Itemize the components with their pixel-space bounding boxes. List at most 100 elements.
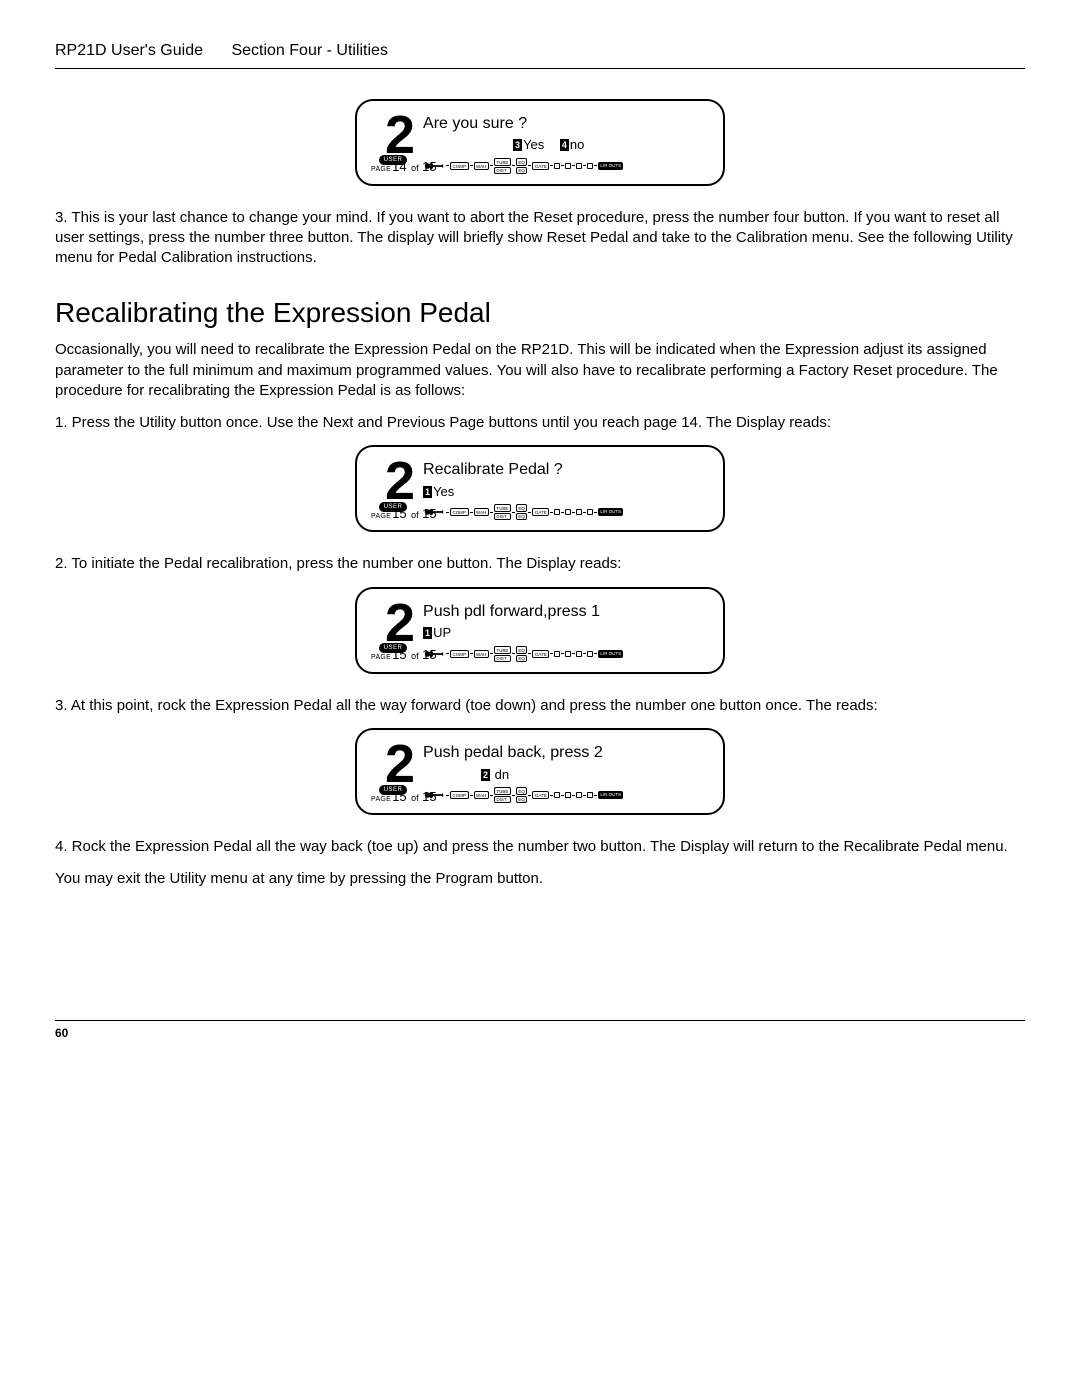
- chain-box: EQ: [516, 796, 528, 803]
- page-label: PAGE: [371, 796, 391, 803]
- signal-chain: COMP WAH TUBEDIST EQEQ GATE L/R OUTS: [423, 504, 709, 520]
- preset-digit: 2: [385, 457, 413, 506]
- chain-box: DIST: [494, 167, 511, 174]
- chain-box: COMP: [450, 162, 469, 170]
- lcd-display-recalibrate: 2 USER Recalibrate Pedal ? 1Yes COMP WAH…: [355, 445, 725, 532]
- chain-box: EQ: [516, 504, 528, 512]
- step-4-text: 4. Rock the Expression Pedal all the way…: [55, 837, 1025, 857]
- step-3-text: 3. This is your last chance to change yo…: [55, 208, 1025, 269]
- chain-box: GATE: [532, 508, 549, 516]
- chain-sq: [565, 163, 571, 169]
- signal-chain: COMP WAH TUBEDIST EQEQ GATE L/R OUTS: [423, 787, 709, 803]
- chain-sq: [587, 792, 593, 798]
- section-name: Section Four - Utilities: [231, 40, 388, 62]
- page-total: 15: [422, 159, 436, 174]
- chain-sq: [554, 792, 560, 798]
- option-label: UP: [433, 625, 451, 640]
- chain-box: WAH: [474, 508, 489, 516]
- chain-box: GATE: [532, 650, 549, 658]
- chain-sq: [576, 792, 582, 798]
- option-label: no: [570, 137, 584, 152]
- chain-box: GATE: [532, 791, 549, 799]
- chain-sq: [587, 509, 593, 515]
- chain-box: EQ: [516, 655, 528, 662]
- display-options: 1Yes: [423, 483, 709, 501]
- display-options: 1UP: [423, 624, 709, 642]
- page-total: 15: [422, 506, 436, 521]
- lcd-display-push-back: 2 USER Push pedal back, press 2 2 dn COM…: [355, 728, 725, 815]
- option-label: Yes: [523, 137, 544, 152]
- chain-box: GATE: [532, 162, 549, 170]
- step-3b-text: 3. At this point, rock the Expression Pe…: [55, 696, 1025, 716]
- page-label: PAGE: [371, 166, 391, 173]
- page-label: PAGE: [371, 513, 391, 520]
- chain-box: EQ: [516, 646, 528, 654]
- page-current: 15: [392, 647, 406, 662]
- chain-box: TUBE: [494, 646, 511, 654]
- lcd-display-confirm: 2 USER Are you sure ? 3Yes 4no COMP WAH …: [355, 99, 725, 186]
- page-total: 15: [422, 647, 436, 662]
- chain-box: COMP: [450, 650, 469, 658]
- lcd-display-push-forward: 2 USER Push pdl forward,press 1 1UP COMP…: [355, 587, 725, 674]
- signal-chain: COMP WAH TUBEDIST EQEQ GATE L/R OUTS: [423, 646, 709, 662]
- display-title: Are you sure ?: [423, 113, 709, 135]
- chain-box: EQ: [516, 787, 528, 795]
- display-title: Push pdl forward,press 1: [423, 601, 709, 623]
- chain-sq: [587, 651, 593, 657]
- page-current: 14: [392, 159, 406, 174]
- page-indicator: PAGE15 of 15: [371, 505, 437, 523]
- display-options: 3Yes 4no: [423, 136, 709, 154]
- chain-sq: [554, 163, 560, 169]
- chain-box: WAH: [474, 650, 489, 658]
- page-of: of: [411, 163, 419, 173]
- chain-box: WAH: [474, 791, 489, 799]
- page-footer: 60: [55, 1020, 1025, 1041]
- chain-out: L/R OUTS: [598, 162, 623, 170]
- chain-sq: [576, 509, 582, 515]
- page-of: of: [411, 793, 419, 803]
- chain-box: EQ: [516, 167, 528, 174]
- chain-box: DIST: [494, 655, 511, 662]
- display-title: Push pedal back, press 2: [423, 742, 709, 764]
- preset-digit: 2: [385, 111, 413, 160]
- chain-box: DIST: [494, 796, 511, 803]
- chain-box: WAH: [474, 162, 489, 170]
- chain-sq: [554, 651, 560, 657]
- chain-sq: [576, 651, 582, 657]
- page-of: of: [411, 510, 419, 520]
- chain-box: EQ: [516, 158, 528, 166]
- signal-chain: COMP WAH TUBEDIST EQEQ GATE L/R OUTS: [423, 158, 709, 174]
- option-number: 1: [423, 486, 432, 498]
- preset-digit: 2: [385, 740, 413, 789]
- chain-out: L/R OUTS: [598, 508, 623, 516]
- preset-digit: 2: [385, 599, 413, 648]
- step-1-text: 1. Press the Utility button once. Use th…: [55, 413, 1025, 433]
- page-of: of: [411, 651, 419, 661]
- page-label: PAGE: [371, 654, 391, 661]
- chain-box: DIST: [494, 513, 511, 520]
- option-number: 4: [560, 139, 569, 151]
- chain-sq: [565, 509, 571, 515]
- chain-box: TUBE: [494, 158, 511, 166]
- option-number: 1: [423, 627, 432, 639]
- option-label: Yes: [433, 484, 454, 499]
- option-number: 2: [481, 769, 490, 781]
- chain-box: TUBE: [494, 787, 511, 795]
- display-title: Recalibrate Pedal ?: [423, 459, 709, 481]
- chain-box: EQ: [516, 513, 528, 520]
- chain-sq: [565, 651, 571, 657]
- page-indicator: PAGE15 of 15: [371, 788, 437, 806]
- chain-out: L/R OUTS: [598, 650, 623, 658]
- chain-sq: [565, 792, 571, 798]
- chain-sq: [576, 163, 582, 169]
- chain-box: TUBE: [494, 504, 511, 512]
- exit-text: You may exit the Utility menu at any tim…: [55, 869, 1025, 889]
- intro-text: Occasionally, you will need to recalibra…: [55, 340, 1025, 401]
- step-2-text: 2. To initiate the Pedal recalibration, …: [55, 554, 1025, 574]
- page-total: 15: [422, 789, 436, 804]
- page-indicator: PAGE14 of 15: [371, 158, 437, 176]
- chain-box: COMP: [450, 791, 469, 799]
- chain-sq: [587, 163, 593, 169]
- page-number: 60: [55, 1026, 68, 1040]
- option-number: 3: [513, 139, 522, 151]
